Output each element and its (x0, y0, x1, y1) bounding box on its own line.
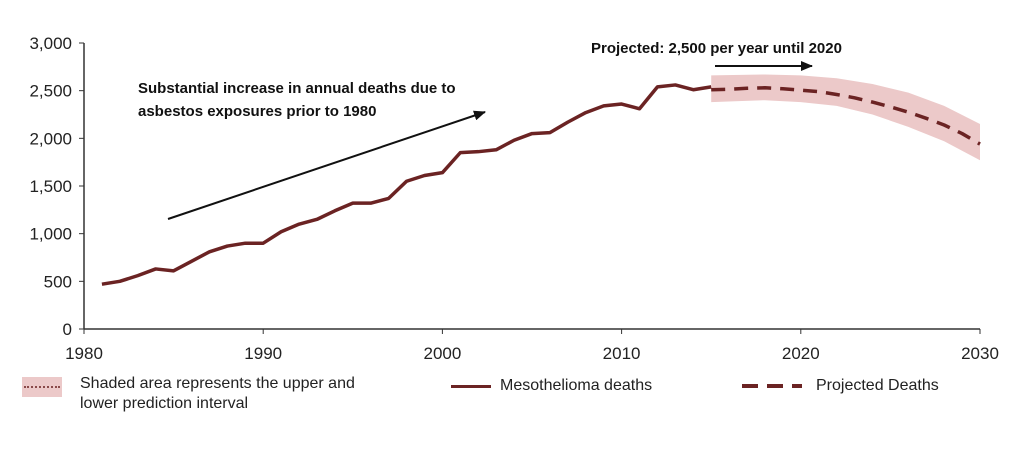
y-tick-label: 1,500 (29, 177, 72, 196)
x-tick-label: 2000 (423, 344, 461, 363)
increase-arrow (167, 110, 486, 220)
projected-annotation: Projected: 2,500 per year until 2020 (591, 40, 842, 57)
legend-band-label: Shaded area represents the upper and low… (80, 374, 355, 414)
x-tick-label: 1980 (65, 344, 103, 363)
y-tick-label: 0 (63, 320, 72, 339)
legend-projected-swatch (742, 384, 802, 388)
x-tick-label: 2020 (782, 344, 820, 363)
legend-band-line1: Shaded area represents the upper and (80, 375, 355, 392)
legend-actual-swatch (451, 385, 491, 388)
y-tick-label: 2,500 (29, 82, 72, 101)
legend-band-swatch (22, 377, 62, 397)
y-tick-label: 3,000 (29, 34, 72, 53)
increase-annotation-line2: asbestos exposures prior to 1980 (138, 103, 376, 120)
x-tick-label: 2030 (961, 344, 999, 363)
legend-band-line2: lower prediction interval (80, 395, 249, 412)
prediction-interval-band (711, 74, 980, 161)
y-tick-label: 500 (44, 272, 72, 291)
mesothelioma-deaths-line (101, 83, 712, 286)
y-tick-label: 1,000 (29, 225, 72, 244)
increase-annotation-line1: Substantial increase in annual deaths du… (138, 80, 456, 97)
legend-actual-label: Mesothelioma deaths (500, 377, 653, 394)
x-tick-label: 1990 (244, 344, 282, 363)
legend-projected-label: Projected Deaths (816, 377, 939, 394)
y-tick-label: 2,000 (29, 129, 72, 148)
x-tick-label: 2010 (603, 344, 641, 363)
